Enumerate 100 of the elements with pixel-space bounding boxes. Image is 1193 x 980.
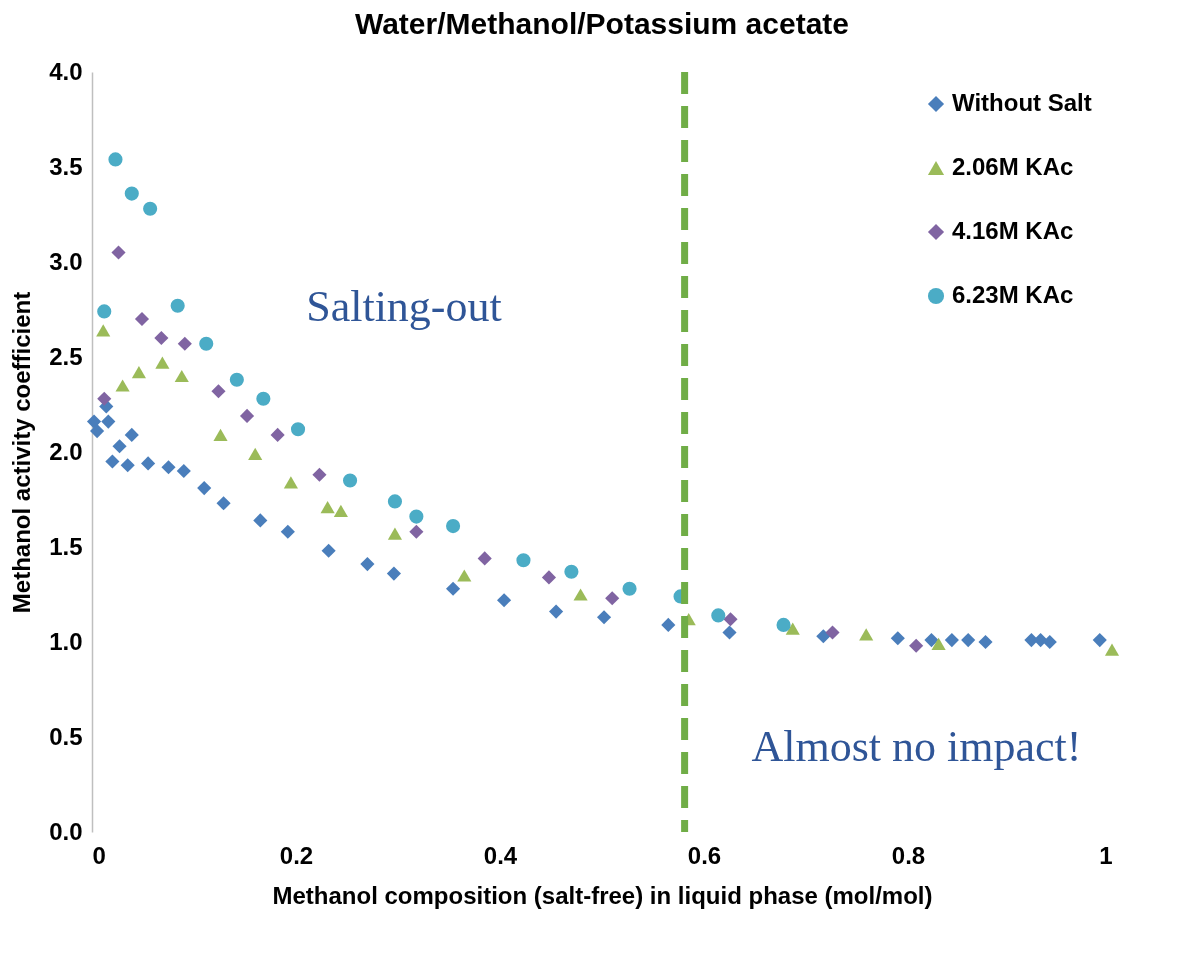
- point: [108, 152, 123, 167]
- y-tick-label: 2.0: [49, 437, 83, 465]
- point: [723, 612, 738, 627]
- point: [213, 428, 228, 442]
- y-tick-label: 3.0: [49, 247, 83, 275]
- point: [115, 379, 130, 392]
- point: [256, 391, 271, 406]
- point: [321, 543, 336, 558]
- point: [1042, 634, 1057, 650]
- point: [154, 330, 169, 346]
- point: [120, 458, 135, 473]
- point: [909, 638, 924, 653]
- legend-label: 4.16M KAc: [952, 217, 1074, 244]
- point: [387, 494, 403, 509]
- point: [253, 513, 268, 528]
- point: [239, 408, 255, 423]
- y-tick-label: 1.0: [49, 627, 83, 655]
- point: [333, 504, 348, 518]
- y-tick-label: 1.5: [49, 532, 83, 560]
- legend-label: Without Salt: [952, 89, 1092, 116]
- point: [890, 631, 905, 646]
- point: [105, 454, 120, 469]
- point: [596, 610, 612, 625]
- point: [112, 439, 127, 454]
- point: [859, 628, 874, 641]
- point: [134, 311, 150, 327]
- point: [776, 617, 791, 632]
- point: [96, 324, 111, 337]
- point: [785, 622, 800, 635]
- point: [457, 569, 472, 582]
- y-tick-label: 2.5: [49, 342, 83, 370]
- point: [924, 633, 939, 648]
- point: [1104, 643, 1120, 656]
- point: [197, 481, 212, 496]
- point: [549, 604, 564, 619]
- point: [124, 427, 139, 442]
- point: [622, 581, 637, 596]
- point: [177, 336, 192, 351]
- point: [216, 496, 231, 511]
- point: [825, 625, 840, 640]
- point: [312, 467, 327, 482]
- point: [141, 456, 156, 471]
- point: [386, 566, 401, 581]
- point: [229, 372, 244, 387]
- x-tick-label: 0.6: [687, 841, 722, 869]
- chart-title: Water/Methanol/Potassium acetate: [354, 7, 850, 40]
- point: [342, 473, 358, 488]
- point: [360, 557, 375, 572]
- point: [573, 588, 588, 601]
- point: [290, 422, 306, 437]
- point: [409, 509, 424, 524]
- point: [283, 476, 298, 489]
- point: [131, 366, 146, 379]
- point: [387, 527, 403, 540]
- y-tick-label: 3.5: [49, 152, 83, 180]
- point: [816, 629, 831, 644]
- point: [280, 524, 295, 539]
- point: [446, 519, 461, 534]
- x-tick-label: 0: [92, 841, 106, 869]
- point: [176, 463, 191, 479]
- y-tick-label: 0.0: [49, 817, 83, 845]
- point: [111, 245, 126, 260]
- point: [199, 336, 214, 351]
- y-tick-label: 0.5: [49, 722, 83, 750]
- point: [143, 201, 158, 216]
- point: [97, 391, 112, 406]
- point: [161, 460, 176, 475]
- point: [564, 564, 579, 579]
- x-tick-label: 0.4: [483, 841, 518, 869]
- point: [97, 304, 112, 319]
- point: [90, 424, 105, 439]
- annotation: Salting-out: [306, 281, 502, 331]
- annotation: Almost no impact!: [751, 722, 1082, 772]
- point: [605, 591, 620, 606]
- point: [174, 369, 189, 383]
- point: [170, 298, 185, 313]
- point: [961, 633, 976, 648]
- point: [446, 581, 461, 596]
- point: [211, 384, 226, 399]
- point: [270, 427, 285, 442]
- point: [86, 414, 102, 429]
- legend-label: 2.06M KAc: [952, 153, 1074, 180]
- point: [944, 633, 959, 648]
- x-tick-label: 1: [1099, 841, 1113, 869]
- point: [320, 500, 335, 514]
- point: [661, 617, 676, 632]
- point: [541, 570, 557, 585]
- legend-label: 6.23M KAc: [952, 281, 1074, 308]
- point: [722, 625, 737, 640]
- point: [978, 634, 993, 650]
- x-axis-title: Methanol composition (salt-free) in liquid phase (mol/mol): [272, 881, 933, 909]
- point: [931, 637, 946, 651]
- point: [711, 608, 726, 623]
- point: [1092, 633, 1107, 648]
- point: [477, 551, 492, 566]
- y-axis-title: Methanol activity coefficient: [8, 291, 36, 614]
- point: [248, 447, 263, 461]
- point: [101, 414, 116, 429]
- point: [124, 186, 139, 201]
- x-tick-label: 0.2: [279, 841, 314, 869]
